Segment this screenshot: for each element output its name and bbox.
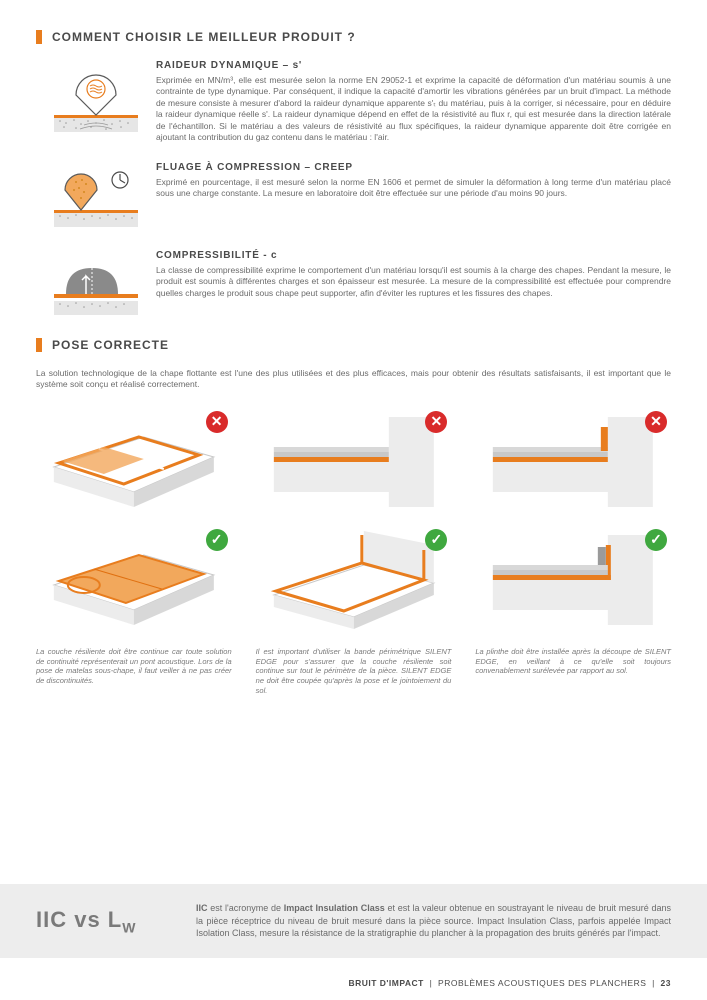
pose-correct-3: ✓ [475,525,671,635]
page-footer: BRUIT D'IMPACT | PROBLÈMES ACOUSTIQUES D… [348,978,671,988]
page-number: 23 [661,978,671,988]
prop2-title: FLUAGE À COMPRESSION – CREEP [156,162,671,173]
iic-title: IIC vs LW [36,907,196,935]
section2-title: POSE CORRECTE [52,338,169,352]
pose-intro: La solution technologique de la chape fl… [36,368,671,391]
compress-icon [36,250,156,320]
section2-header: POSE CORRECTE [36,338,671,352]
wrong-icon: ✕ [645,411,667,433]
caption-2: Il est important d'utiliser la bande pér… [256,647,452,696]
iic-title-main: IIC vs L [36,907,122,932]
wrong-icon: ✕ [425,411,447,433]
fluage-icon [36,162,156,232]
property-compressibilite: COMPRESSIBILITÉ - c La classe de compres… [36,250,671,320]
pose-correct-1: ✓ [36,525,232,635]
prop2-body: Exprimé en pourcentage, il est mesuré se… [156,177,671,200]
iic-body: IIC est l'acronyme de Impact Insulation … [196,902,671,940]
caption-1: La couche résiliente doit être continue … [36,647,232,696]
pose-wrong-3: ✕ [475,407,671,517]
accent-bar-2 [36,338,42,352]
pose-captions: La couche résiliente doit être continue … [36,647,671,696]
caption-3: La plinthe doit être installée après la … [475,647,671,696]
prop1-body: Exprimée en MN/m³, elle est mesurée selo… [156,75,671,144]
pose-wrong-1: ✕ [36,407,232,517]
accent-bar [36,30,42,44]
correct-icon: ✓ [206,529,228,551]
section1-title: COMMENT CHOISIR LE MEILLEUR PRODUIT ? [52,30,356,44]
pose-wrong-2: ✕ [256,407,452,517]
pose-grid: ✕ ✕ ✕ [36,407,671,635]
iic-title-sub: W [122,919,136,935]
correct-icon: ✓ [425,529,447,551]
iic-box: IIC vs LW IIC est l'acronyme de Impact I… [0,884,707,958]
footer-right: PROBLÈMES ACOUSTIQUES DES PLANCHERS [438,978,646,988]
section1-header: COMMENT CHOISIR LE MEILLEUR PRODUIT ? [36,30,671,44]
prop3-body: La classe de compressibilité exprime le … [156,265,671,299]
prop3-title: COMPRESSIBILITÉ - c [156,250,671,261]
prop1-title: RAIDEUR DYNAMIQUE – s' [156,60,671,71]
property-fluage: FLUAGE À COMPRESSION – CREEP Exprimé en … [36,162,671,232]
property-raideur: RAIDEUR DYNAMIQUE – s' Exprimée en MN/m³… [36,60,671,144]
footer-left: BRUIT D'IMPACT [348,978,423,988]
pose-correct-2: ✓ [256,525,452,635]
correct-icon: ✓ [645,529,667,551]
wrong-icon: ✕ [206,411,228,433]
raideur-icon [36,60,156,144]
